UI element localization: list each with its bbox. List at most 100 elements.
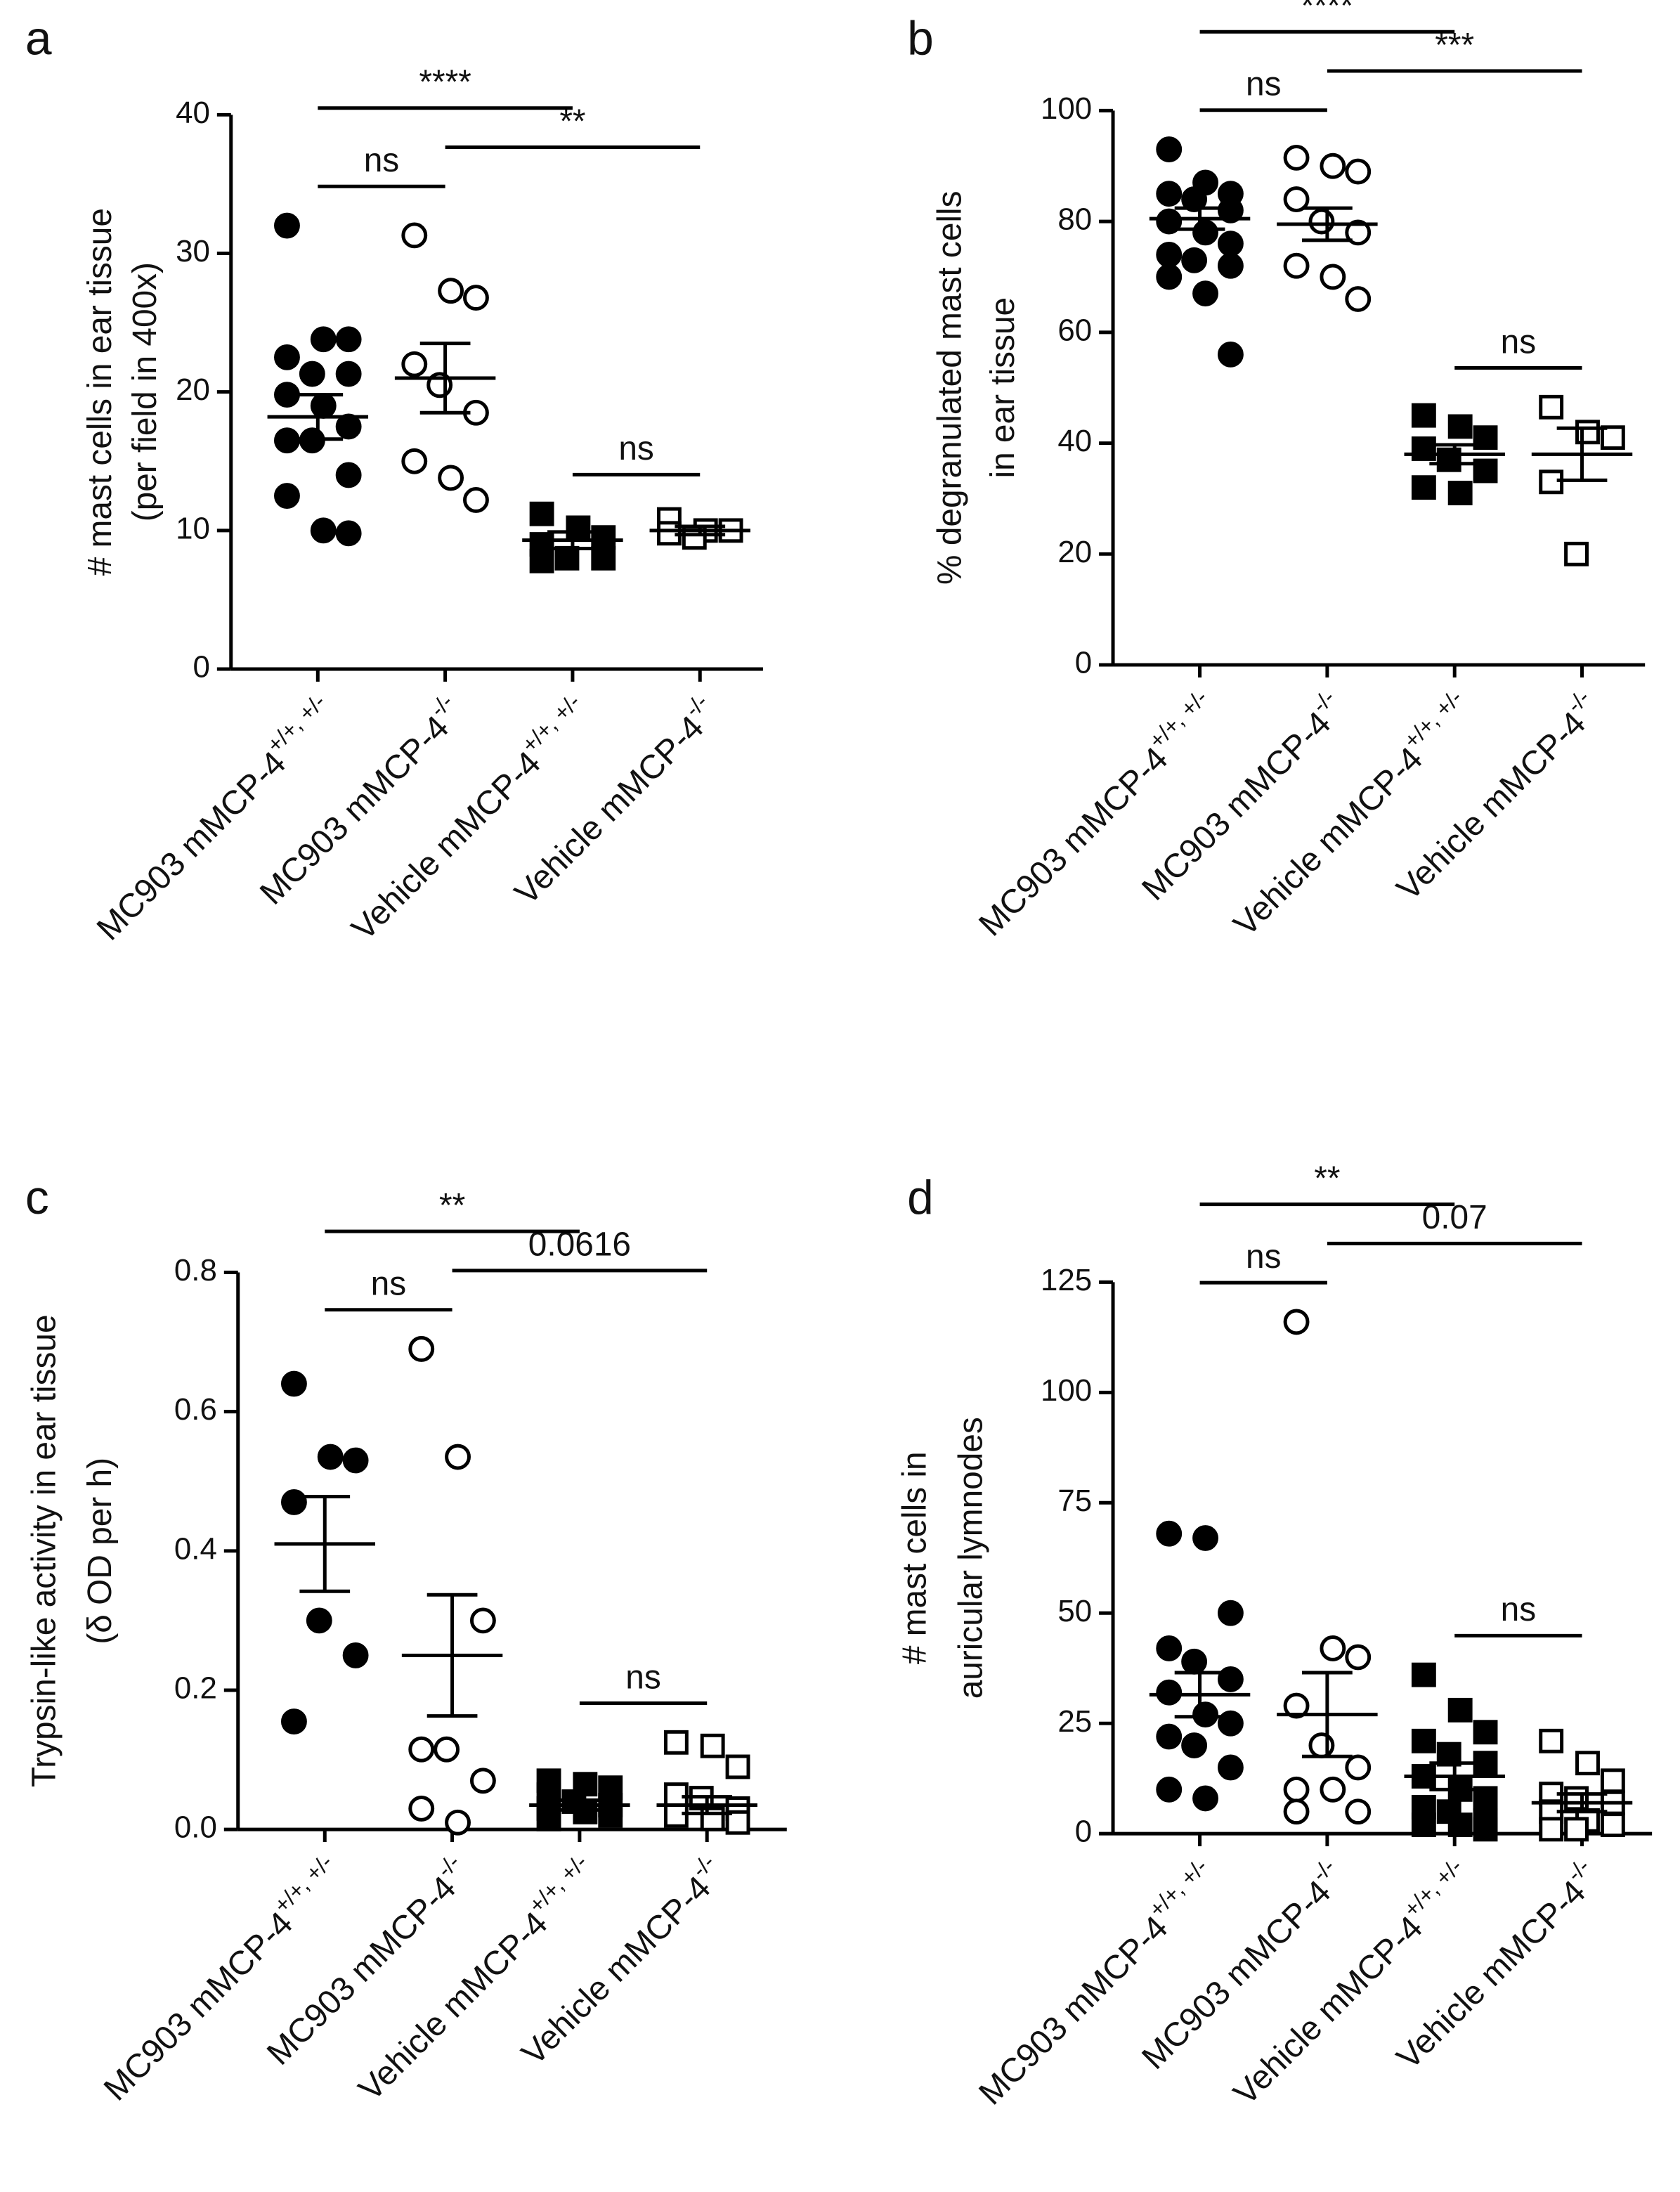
point (1600, 425, 1625, 450)
point (591, 545, 616, 571)
point (1447, 1812, 1473, 1837)
point (1192, 1525, 1218, 1551)
point (280, 1370, 307, 1397)
significance-label: ** (439, 1187, 465, 1224)
y-tick-label: 0 (1075, 646, 1092, 680)
category-name: MC903 mMCP-4 (972, 1909, 1175, 2112)
point (408, 1796, 435, 1822)
y-axis-label: Trypsin-like activity in ear tissue (25, 1314, 63, 1787)
y-tick-label: 0.6 (174, 1392, 217, 1427)
point (408, 1736, 435, 1763)
y-tick-label: 0.0 (174, 1810, 217, 1845)
point (725, 1754, 750, 1779)
point (342, 1447, 369, 1474)
point (335, 361, 362, 387)
point (1181, 1732, 1208, 1758)
x-tick-label: MC903 mMCP-4+/+, +/- (967, 1854, 1225, 2113)
point (1473, 1720, 1498, 1745)
point (1411, 1728, 1436, 1753)
category-superscript: +/+, +/- (517, 689, 585, 758)
point (1217, 1754, 1244, 1781)
point (463, 487, 489, 513)
point (310, 326, 337, 353)
point (1156, 241, 1183, 268)
point (1283, 1798, 1310, 1825)
point (1564, 1817, 1589, 1842)
point (1192, 1785, 1218, 1812)
point (310, 392, 337, 419)
point (335, 462, 362, 488)
panel-label: a (25, 13, 52, 65)
point (280, 1708, 307, 1734)
point (663, 1803, 689, 1828)
y-tick-label: 10 (176, 511, 210, 545)
significance-label: **** (1301, 0, 1353, 25)
point (1217, 252, 1244, 279)
y-tick-label: 60 (1057, 313, 1092, 347)
y-tick-label: 80 (1057, 202, 1092, 237)
point (725, 1810, 750, 1835)
point (1283, 252, 1310, 279)
y-tick-label: 75 (1057, 1484, 1092, 1518)
point (434, 1736, 460, 1763)
point (1181, 1648, 1208, 1675)
significance-label: ** (1314, 1160, 1340, 1197)
point (1217, 341, 1244, 368)
point (1411, 475, 1436, 500)
point (1283, 1309, 1310, 1335)
point (317, 1444, 344, 1470)
point (1217, 1600, 1244, 1626)
panel-label: d (907, 1172, 934, 1224)
point (566, 515, 591, 540)
point (1283, 144, 1310, 171)
point (1345, 1754, 1372, 1781)
y-tick-label: 100 (1041, 1373, 1092, 1408)
point (1156, 208, 1183, 235)
point (1345, 219, 1372, 246)
y-tick-label: 30 (176, 234, 210, 268)
y-tick-label: 40 (1057, 424, 1092, 458)
point (401, 222, 428, 249)
point (1320, 1776, 1346, 1803)
significance-label: ns (364, 142, 399, 179)
category-name: MC903 mMCP-4 (90, 744, 293, 947)
point (1192, 1701, 1218, 1728)
point (1156, 136, 1183, 162)
significance-label: ns (1246, 66, 1281, 103)
point (438, 465, 464, 491)
point (1181, 247, 1208, 273)
point (469, 1768, 496, 1794)
point (306, 1607, 332, 1634)
point (274, 212, 300, 239)
point (1156, 1776, 1183, 1803)
y-tick-label: 20 (1057, 535, 1092, 569)
point (554, 545, 580, 571)
point (1411, 1812, 1436, 1837)
point (1600, 1768, 1625, 1794)
point (536, 1806, 561, 1831)
point (1575, 1751, 1600, 1776)
significance-label: **** (419, 64, 471, 101)
point (1192, 280, 1218, 307)
point (335, 326, 362, 353)
point (335, 520, 362, 547)
point (342, 1642, 369, 1668)
x-tick-label: MC903 mMCP-4+/+, +/- (92, 1850, 351, 2108)
point (591, 525, 616, 550)
category-superscript: +/+, +/- (524, 1850, 592, 1918)
point (700, 1733, 725, 1758)
category-superscript: +/+, +/- (1399, 685, 1467, 753)
category-superscript: +/+, +/- (1399, 1854, 1467, 1922)
point (1156, 1679, 1183, 1706)
category-name: MC903 mMCP-4 (972, 740, 1175, 943)
y-tick-label: 125 (1041, 1263, 1092, 1297)
y-axis-label: in ear tissue (984, 297, 1022, 479)
point (1447, 1697, 1473, 1723)
category-superscript: +/+, +/- (1144, 1854, 1212, 1922)
point (1308, 1732, 1335, 1758)
point (529, 548, 554, 573)
x-tick-label: Vehicle mMCP-4+/+, +/- (340, 689, 599, 948)
point (1192, 219, 1218, 246)
x-tick-label: MC903 mMCP-4+/+, +/- (85, 689, 344, 948)
point (1283, 186, 1310, 212)
